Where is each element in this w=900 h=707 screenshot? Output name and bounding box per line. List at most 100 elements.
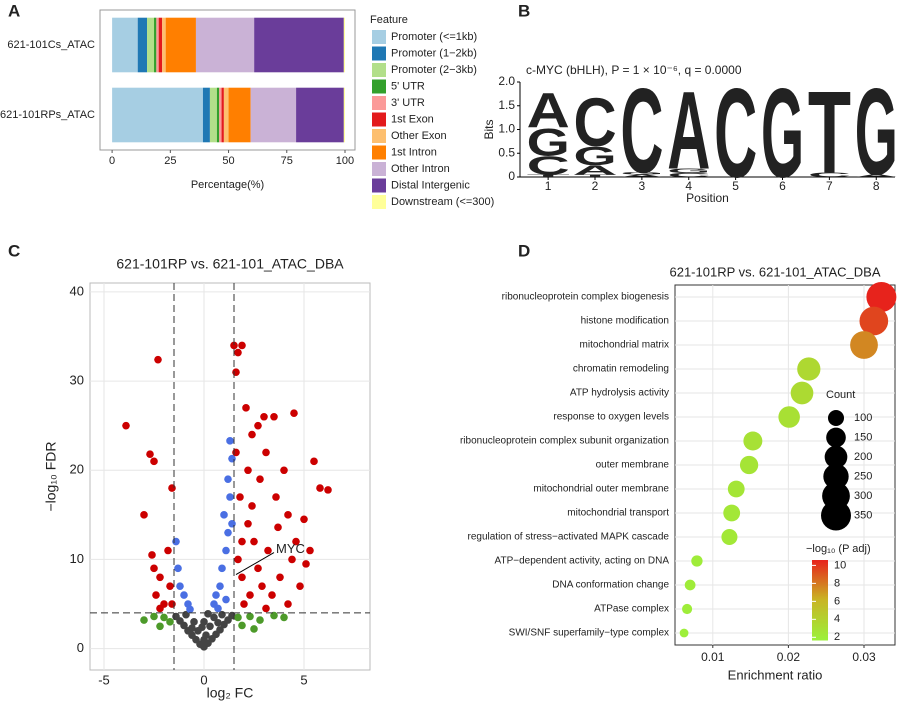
point: [176, 582, 184, 590]
colorbar-label: 2: [834, 631, 840, 643]
logo-letter: A: [855, 174, 898, 178]
point: [206, 622, 214, 631]
colorbar-step: [812, 588, 828, 591]
colorbar-step: [812, 602, 828, 605]
colorbar-label: 6: [834, 595, 840, 607]
point: [156, 573, 164, 582]
legend-swatch: [372, 178, 386, 193]
colorbar-step: [812, 600, 828, 603]
bubble: [850, 331, 878, 359]
point: [230, 341, 238, 350]
bar-segment: [158, 17, 163, 73]
point: [186, 605, 194, 614]
bubble: [778, 406, 800, 428]
x-axis-label: Enrichment ratio: [728, 667, 823, 682]
point: [280, 466, 288, 475]
point: [228, 454, 236, 463]
bubble: [743, 431, 763, 451]
bar-segment: [228, 87, 251, 143]
point: [140, 616, 148, 624]
point: [166, 618, 174, 626]
legend-swatch: [372, 96, 386, 110]
bar-segment: [156, 17, 159, 73]
x-tick-label: 100: [336, 155, 354, 167]
bar-segment: [147, 17, 155, 73]
x-axis-label: Percentage(%): [191, 179, 264, 191]
x-tick-label: 6: [779, 179, 786, 193]
colorbar-step: [812, 578, 828, 581]
point: [280, 613, 288, 622]
size-legend-label: 150: [854, 431, 872, 443]
x-tick-label: 50: [222, 155, 234, 167]
point: [244, 519, 252, 528]
legend-label: Other Intron: [391, 163, 450, 175]
colorbar-step: [812, 566, 828, 569]
bar-segment: [112, 17, 138, 73]
logo-letter: G: [761, 64, 804, 205]
logo-letter: C: [808, 171, 851, 178]
y-tick-label: 0: [77, 640, 84, 655]
bar-segment: [343, 17, 345, 73]
y-tick-label: 0: [508, 169, 515, 183]
y-tick-label: 1.5: [498, 98, 515, 112]
point: [180, 591, 188, 599]
point: [292, 537, 300, 546]
point: [172, 612, 180, 621]
y-tick-label: histone modification: [581, 316, 669, 327]
point: [234, 613, 242, 622]
panel-letter: D: [518, 241, 530, 260]
x-tick-label: 0.02: [777, 650, 801, 664]
logo-letter: C: [714, 64, 757, 205]
legend-label: Distal Intergenic: [391, 179, 470, 191]
x-tick-label: 0.01: [701, 650, 725, 664]
bar-segment: [137, 17, 148, 73]
logo-letter: T: [808, 67, 851, 198]
point: [232, 368, 240, 376]
point: [284, 511, 292, 519]
point: [284, 600, 292, 608]
logo-letter: T: [527, 174, 570, 178]
chart-title: 621-101RP vs. 621-101_ATAC_DBA: [669, 264, 880, 279]
y-tick-label: 1.0: [498, 122, 515, 136]
bubble: [739, 455, 759, 475]
colorbar-step: [812, 610, 828, 613]
point: [156, 604, 164, 613]
x-tick-label: 8: [873, 179, 880, 193]
point: [146, 450, 154, 459]
colorbar-step: [812, 570, 828, 573]
y-tick-label: DNA conformation change: [552, 580, 669, 591]
legend-swatch: [372, 145, 386, 160]
x-tick-label: 7: [826, 179, 833, 193]
colorbar-label: 8: [834, 577, 840, 589]
bubble: [682, 603, 693, 615]
bar-segment: [343, 87, 345, 143]
colorbar-step: [812, 580, 828, 583]
point: [260, 412, 268, 421]
y-tick-label: mitochondrial transport: [567, 508, 669, 519]
bar-segment: [209, 87, 217, 143]
x-tick-label: 4: [685, 179, 692, 193]
bubble: [723, 504, 741, 522]
colorbar-step: [812, 592, 828, 595]
colorbar-step: [812, 616, 828, 619]
y-tick-label: ATP−dependent activity, acting on DNA: [495, 556, 670, 567]
point: [210, 613, 218, 622]
size-legend-title: Count: [826, 389, 855, 401]
colorbar-step: [812, 562, 828, 565]
point: [226, 437, 234, 445]
point: [172, 537, 180, 546]
point: [306, 546, 314, 555]
point: [246, 591, 254, 599]
bubble: [727, 480, 745, 498]
colorbar-step: [812, 620, 828, 623]
bubble: [790, 381, 814, 405]
colorbar-step: [812, 614, 828, 617]
point: [216, 582, 224, 590]
size-legend-dot: [824, 445, 848, 469]
logo-letter: A: [620, 174, 663, 178]
colorbar-step: [812, 560, 828, 563]
colorbar-step: [812, 628, 828, 631]
logo-letter: A: [667, 69, 710, 193]
point: [264, 546, 272, 555]
x-tick-label: 1: [545, 179, 552, 193]
